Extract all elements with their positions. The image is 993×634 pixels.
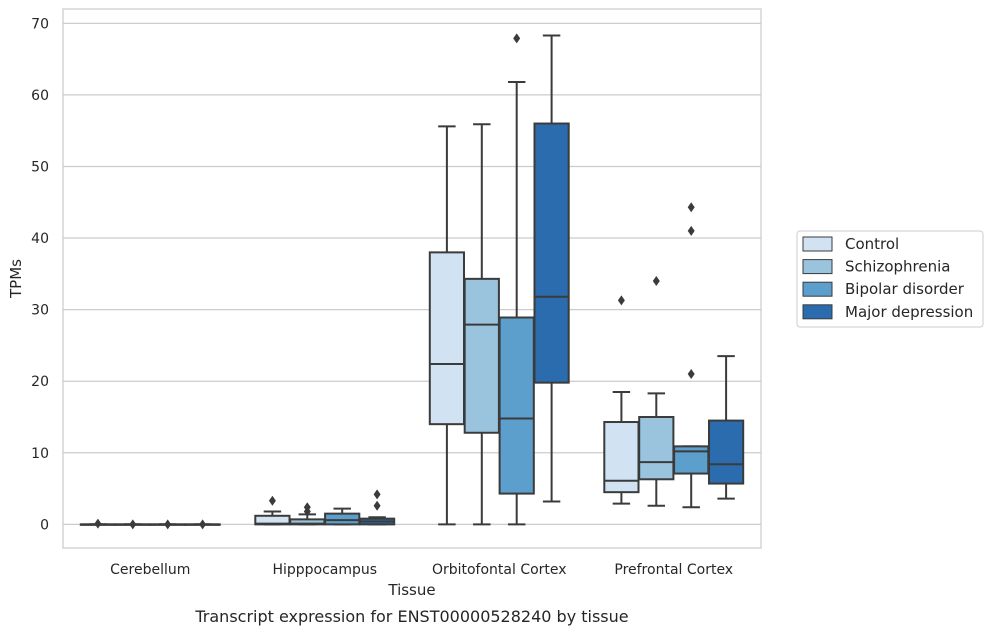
outlier-point [303,502,311,513]
legend-frame [796,230,984,328]
y-tick-label: 40 [31,231,49,247]
y-tick-label: 20 [31,374,49,390]
outlier-point [652,276,660,287]
box-body [533,122,570,384]
box-body [638,416,675,481]
outlier-point [373,500,381,511]
legend-swatch [802,281,833,297]
outlier-point [687,225,695,236]
x-tick-label: Orbitofontal Cortex [432,562,567,578]
x-axis-ticks: Cerebellum Hipppocampus Orbitofontal Corte… [110,562,733,578]
box-bipolar-disorder [324,507,361,526]
outlier-point [94,518,102,529]
outlier-point [687,369,695,380]
legend-swatch [802,236,833,252]
box-control [79,518,117,529]
outlier-point [164,519,172,530]
plot-area [79,33,745,530]
legend-label: Major depression [845,303,973,321]
box-body [498,316,535,495]
y-tick-label: 70 [31,16,49,32]
outlier-point [268,495,276,506]
box-schizophrenia [463,123,500,526]
y-axis-ticks: 0 10 20 30 40 50 60 70 [31,16,49,533]
box-control [603,295,640,505]
y-tick-label: 30 [31,303,49,319]
x-tick-label: Cerebellum [110,562,190,578]
box-body [428,251,466,426]
y-tick-label: 60 [31,88,49,104]
legend-label: Schizophrenia [845,258,950,276]
box-bipolar-disorder [498,33,535,526]
box-major-depression [707,355,745,500]
box-schizophrenia [114,519,151,530]
box-body [707,419,745,485]
box-body [324,512,361,526]
box-major-depression [533,34,570,503]
outlier-point [199,519,207,530]
box-schizophrenia [638,276,675,507]
legend-swatch [802,259,833,275]
box-bipolar-disorder [673,202,710,509]
x-tick-label: Hipppocampus [272,562,377,578]
legend-label: Control [845,235,899,253]
legend: Control Schizophrenia Bipolar disorder Majo… [796,230,984,328]
box-body [463,277,500,434]
outlier-point [617,295,625,306]
x-tick-label: Prefrontal Cortex [614,562,733,578]
y-tick-label: 0 [40,517,49,533]
x-axis-title: Tissue [387,581,435,599]
y-axis-title: TPMs [7,259,25,299]
box-major-depression [184,519,221,530]
y-tick-label: 10 [31,446,49,462]
box-bipolar-disorder [149,519,186,530]
chart-caption: Transcript expression for ENST0000052824… [194,607,628,626]
box-control [254,495,291,526]
outlier-point [687,202,695,213]
legend-label: Bipolar disorder [845,280,965,298]
outlier-point [373,489,381,500]
box-control [428,125,466,526]
box-major-depression [358,489,396,526]
y-tick-label: 50 [31,159,49,175]
box-schizophrenia [289,502,326,526]
outlier-point [129,519,137,530]
gridlines [63,22,761,526]
outlier-point [513,33,521,44]
legend-swatch [802,304,833,320]
plot-frame [62,8,762,549]
